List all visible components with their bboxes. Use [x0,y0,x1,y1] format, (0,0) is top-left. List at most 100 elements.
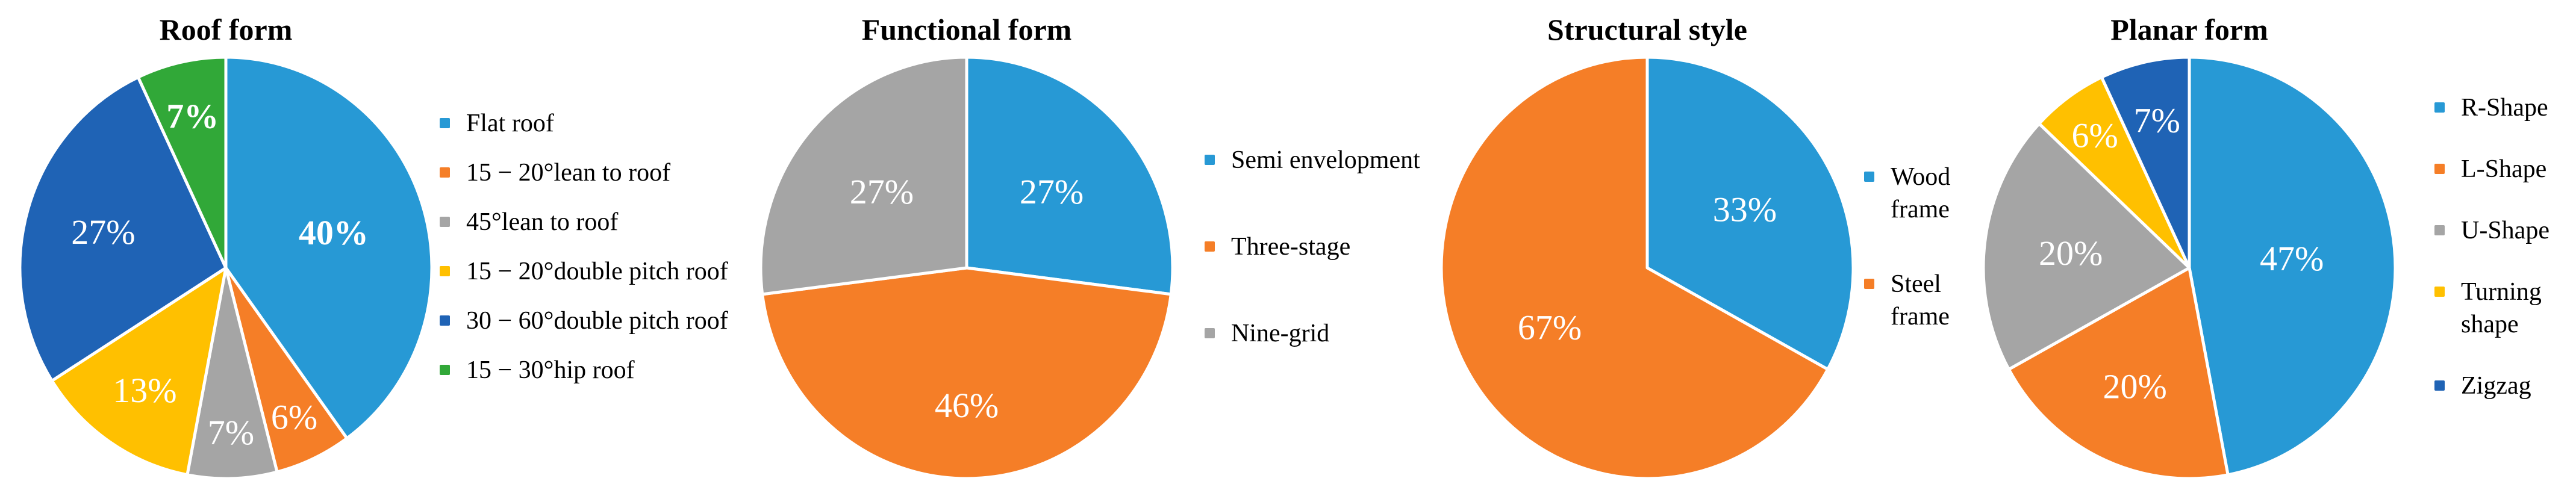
legend-marker-icon [440,167,450,178]
pie-slice-percent-label: 47% [2260,238,2324,278]
pie-slice-percent-label: 7% [2134,101,2180,140]
chart-col-structural-style: Structural style 33% 67% [1433,12,1861,482]
chart-col-planar-form: Planar form 47% 20% 20% 6% 7% [1976,12,2403,482]
legend-marker-icon [440,216,450,227]
legend-marker-icon [2434,286,2445,297]
pie-slice-percent-label: 33% [1713,190,1777,229]
pie-structural-style: 33% 67% [1439,55,1855,480]
pie-slice [2100,55,2191,269]
legend-item: 15 − 30°hip roof [440,354,765,386]
legend-marker-icon [1205,327,1215,338]
pie-slice [136,55,228,269]
pie-slice [224,55,434,440]
legend-marker-icon [440,117,450,128]
legend-marker-icon [440,364,450,375]
chart-title-planar-form: Planar form [2110,12,2268,46]
legend-marker-icon [440,265,450,276]
legend-label: 45°lean to roof [466,208,619,236]
legend-item: Semi envelopment [1205,144,1433,176]
panel-planar-form: Planar form 47% 20% 20% 6% 7% R-Shape L-Shape… [1976,0,2576,493]
legend-marker-icon [1864,278,1874,289]
pie-slice [50,266,228,476]
pie-slice [2188,55,2397,476]
legend-functional-form: Semi envelopment Three-stage Nine-grid [1205,144,1433,350]
legend-item: 30 − 60°double pitch roof [440,305,765,337]
pie-slice [1982,122,2191,371]
legend-marker-icon [1205,241,1215,252]
legend-item: Zigzag [2434,370,2576,402]
legend-label: 15 − 30°hip roof [466,356,635,384]
pie-slice [186,266,279,480]
legend-label: U-Shape [2461,216,2549,244]
legend-planar-form: R-Shape L-Shape U-Shape Turning shape Zigzag [2434,91,2576,402]
legend-item: Nine-grid [1205,317,1433,350]
pie-slice [965,55,1174,296]
chart-title-functional-form: Functional form [861,12,1072,46]
legend-label: Turning shape [2461,278,2542,338]
pie-slice-percent-label: 6% [271,397,317,436]
pie-slice [759,55,968,296]
legend-item: L-Shape [2434,153,2576,185]
pie-planar-form: 47% 20% 20% 6% 7% [1982,55,2397,480]
legend-marker-icon [2434,380,2445,391]
legend-label: Zigzag [2461,371,2531,400]
legend-label: Wood frame [1891,163,1951,223]
legend-marker-icon [2434,102,2445,113]
legend-item: Steel frame [1864,268,1976,333]
legend-item: Flat roof [440,107,765,140]
pie-slice-percent-label: 27% [1020,172,1084,211]
pie-slice [2007,266,2230,480]
legend-label: Three-stage [1231,232,1351,261]
pie-slice-percent-label: 20% [2039,233,2103,272]
pie-slice [2038,75,2191,269]
legend-marker-icon [2434,225,2445,235]
legend-item: U-Shape [2434,214,2576,247]
legend-marker-icon [440,315,450,326]
legend-label: Nine-grid [1231,319,1330,347]
pie-slice-percent-label: 46% [935,385,999,424]
legend-label: 30 − 60°double pitch roof [466,306,728,335]
panel-functional-form: Functional form 27% 46% 27% Semi envelopme… [753,0,1433,493]
legend-label: Flat roof [466,109,554,137]
chart-title-structural-style: Structural style [1547,12,1747,46]
legend-item: 15 − 20°lean to roof [440,157,765,189]
legend-marker-icon [2434,163,2445,174]
legend-label: 15 − 20°lean to roof [466,158,671,187]
pie-slice-percent-label: 67% [1518,308,1582,347]
pie-slice [18,75,228,382]
legend-marker-icon [1205,154,1215,165]
legend-item: 45°lean to roof [440,206,765,238]
panel-structural-style: Structural style 33% 67% Wood frame Steel … [1433,0,1976,493]
pie-slice-percent-label: 27% [71,212,135,251]
legend-label: 15 − 20°double pitch roof [466,257,728,285]
pie-slice-percent-label: 6% [2072,116,2118,155]
legend-marker-icon [1864,171,1874,182]
legend-item: R-Shape [2434,91,2576,124]
legend-item: 15 − 20°double pitch roof [440,255,765,288]
pie-functional-form: 27% 46% 27% [759,55,1174,480]
chart-col-roof-form: Roof form 40% 6% 7% 13% 27% 7% [12,12,440,482]
pie-slice [1439,55,1830,480]
legend-item: Three-stage [1205,231,1433,263]
pie-slice-percent-label: 27% [850,172,914,211]
pie-slice-percent-label: 20% [2103,367,2167,406]
legend-item: Turning shape [2434,276,2576,341]
chart-title-roof-form: Roof form [159,12,293,46]
pie-roof-form: 40% 6% 7% 13% 27% 7% [18,55,434,480]
legend-label: Steel frame [1891,270,1950,330]
legend-label: Semi envelopment [1231,146,1420,174]
pie-slice-percent-label: 7% [166,96,219,135]
panel-roof-form: Roof form 40% 6% 7% 13% 27% 7% Flat roof 15 − … [0,0,753,493]
pie-slice-percent-label: 7% [208,413,254,452]
pie-slice [1645,55,1855,371]
pie-slice-percent-label: 40% [299,212,369,252]
legend-structural-style: Wood frame Steel frame [1864,161,1976,333]
chart-col-functional-form: Functional form 27% 46% 27% [753,12,1180,482]
legend-item: Wood frame [1864,161,1976,226]
legend-roof-form: Flat roof 15 − 20°lean to roof 45°lean to … [440,107,765,386]
legend-label: L-Shape [2461,155,2547,183]
pie-slice [761,266,1173,480]
pie-slice-percent-label: 13% [113,370,176,409]
legend-label: R-Shape [2461,93,2548,122]
